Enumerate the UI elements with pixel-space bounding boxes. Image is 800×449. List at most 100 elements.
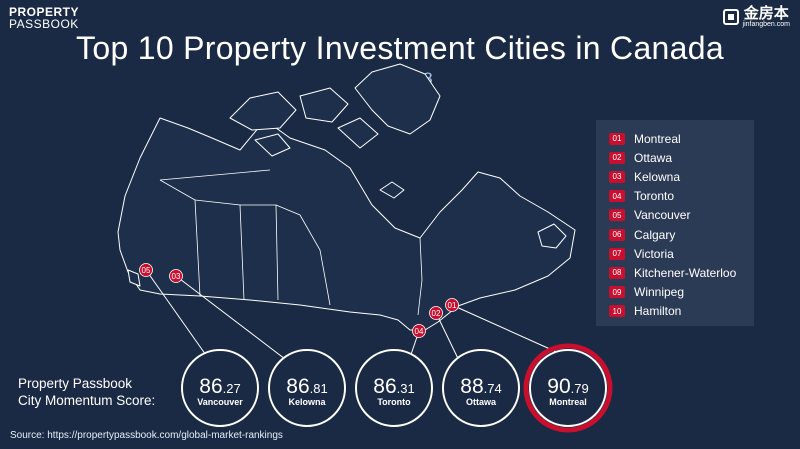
- score-value-decimal: .27: [223, 381, 241, 396]
- legend-rank-badge: 09: [609, 286, 625, 299]
- legend-city-label: Kelowna: [634, 169, 681, 184]
- marker-toronto: 04: [412, 324, 426, 338]
- province-border: [417, 237, 423, 316]
- legend-item: 10 Hamilton: [609, 302, 754, 321]
- score-value-decimal: .81: [310, 381, 328, 396]
- source-note: Source: https://propertypassbook.com/glo…: [10, 430, 283, 441]
- legend-rank-badge: 02: [609, 151, 625, 164]
- legend-item: 07 Victoria: [609, 244, 754, 263]
- legend-item: 09 Winnipeg: [609, 283, 754, 302]
- marker-vancouver-dot: [139, 263, 153, 277]
- hudson-bay-island: [379, 181, 405, 199]
- score-city-label: Kelowna: [288, 397, 326, 407]
- marker-montreal-dot: [445, 298, 459, 312]
- arctic-island: [354, 63, 441, 135]
- arctic-island: [337, 117, 379, 149]
- legend-rank-badge: 01: [609, 132, 625, 145]
- legend-item: 01 Montreal: [609, 129, 754, 148]
- arctic-island: [229, 91, 297, 131]
- legend-city-label: Victoria: [634, 246, 674, 261]
- score-value-decimal: .74: [484, 381, 502, 396]
- legend-item: 06 Calgary: [609, 225, 754, 244]
- logo-line1: PROPERTY: [9, 5, 80, 19]
- legend-item: 08 Kitchener-Waterloo: [609, 263, 754, 282]
- score-city-label: Toronto: [377, 397, 411, 407]
- legend-item: 05 Vancouver: [609, 206, 754, 225]
- jinfangben-logo: 金房本 jinfangben.com: [722, 5, 790, 28]
- legend-city-label: Hamilton: [634, 304, 682, 319]
- legend-city-label: Calgary: [634, 227, 676, 242]
- property-passbook-logo: PROPERTY PASSBOOK: [9, 6, 79, 30]
- marker-kelowna: 03: [169, 269, 183, 283]
- marker-vancouver: 05: [139, 263, 153, 277]
- score-city-label: Ottawa: [466, 397, 497, 407]
- score-value-int: 90: [547, 375, 570, 398]
- city-markers: 05 03 04 02 01: [139, 263, 459, 338]
- chart-title: Top 10 Property Investment Cities in Can…: [76, 30, 724, 66]
- score-circle-ring: [529, 349, 607, 427]
- score-value-int: 88: [460, 375, 483, 398]
- score-city-label: Vancouver: [197, 397, 243, 407]
- province-borders: [159, 169, 423, 316]
- legend-item: 04 Toronto: [609, 187, 754, 206]
- marker-montreal: 01: [445, 298, 459, 312]
- province-border: [159, 169, 271, 181]
- canada-map: [117, 63, 576, 331]
- score-value-decimal: .79: [571, 381, 589, 396]
- jinfangben-domain: jinfangben.com: [742, 21, 790, 28]
- legend-rank-badge: 05: [609, 209, 625, 222]
- score-circles: 86.27Vancouver86.81Kelowna86.31Toronto88…: [181, 343, 613, 433]
- score-value-int: 86: [286, 375, 309, 398]
- marker-kelowna-label: 03: [172, 272, 181, 281]
- score-circle-ring: [355, 349, 433, 427]
- score-value: 86.81: [286, 375, 327, 398]
- legend-city-label: Toronto: [634, 189, 675, 204]
- legend-city-label: Vancouver: [634, 208, 691, 223]
- marker-toronto-label: 04: [415, 327, 424, 336]
- score-label: Property Passbook City Momentum Score:: [18, 375, 155, 409]
- legend-city-label: Kitchener-Waterloo: [634, 265, 737, 280]
- legend-rank-badge: 07: [609, 247, 625, 260]
- marker-toronto-dot: [412, 324, 426, 338]
- marker-ottawa-label: 02: [432, 309, 441, 318]
- house-logo-icon: [722, 9, 739, 25]
- marker-kelowna-dot: [169, 269, 183, 283]
- highlight-ring: [523, 343, 613, 433]
- legend-city-label: Montreal: [634, 131, 681, 146]
- province-border: [275, 204, 331, 306]
- city-legend: 01 Montreal 02 Ottawa 03 Kelowna 04 Toro…: [596, 120, 754, 326]
- legend-city-label: Ottawa: [634, 150, 673, 165]
- marker-vancouver-label: 05: [142, 266, 151, 275]
- score-value: 86.31: [373, 375, 414, 398]
- legend-rank-badge: 04: [609, 190, 625, 203]
- score-circle-ring: [181, 349, 259, 427]
- legend-item: 02 Ottawa: [609, 148, 754, 167]
- arctic-island: [254, 133, 291, 157]
- score-value: 86.27: [199, 375, 240, 398]
- score-circle-ring: [268, 349, 346, 427]
- marker-ottawa: 02: [429, 306, 443, 320]
- score-city-label: Montreal: [549, 397, 587, 407]
- vancouver-island: [127, 269, 141, 287]
- arctic-island: [299, 87, 349, 123]
- score-label-line1: Property Passbook: [18, 376, 133, 391]
- canada-mainland: [117, 117, 576, 331]
- jinfangben-name: 金房本: [743, 5, 789, 22]
- newfoundland: [537, 223, 567, 249]
- marker-montreal-label: 01: [448, 301, 457, 310]
- score-value: 88.74: [460, 375, 501, 398]
- legend-rank-badge: 06: [609, 228, 625, 241]
- legend-rank-badge: 03: [609, 170, 625, 183]
- logo-line2: PASSBOOK: [9, 17, 79, 31]
- legend-rank-badge: 10: [609, 305, 625, 318]
- score-label-line2: City Momentum Score:: [18, 393, 156, 408]
- marker-ottawa-dot: [429, 306, 443, 320]
- legend-rank-badge: 08: [609, 266, 625, 279]
- score-value-int: 86: [373, 375, 396, 398]
